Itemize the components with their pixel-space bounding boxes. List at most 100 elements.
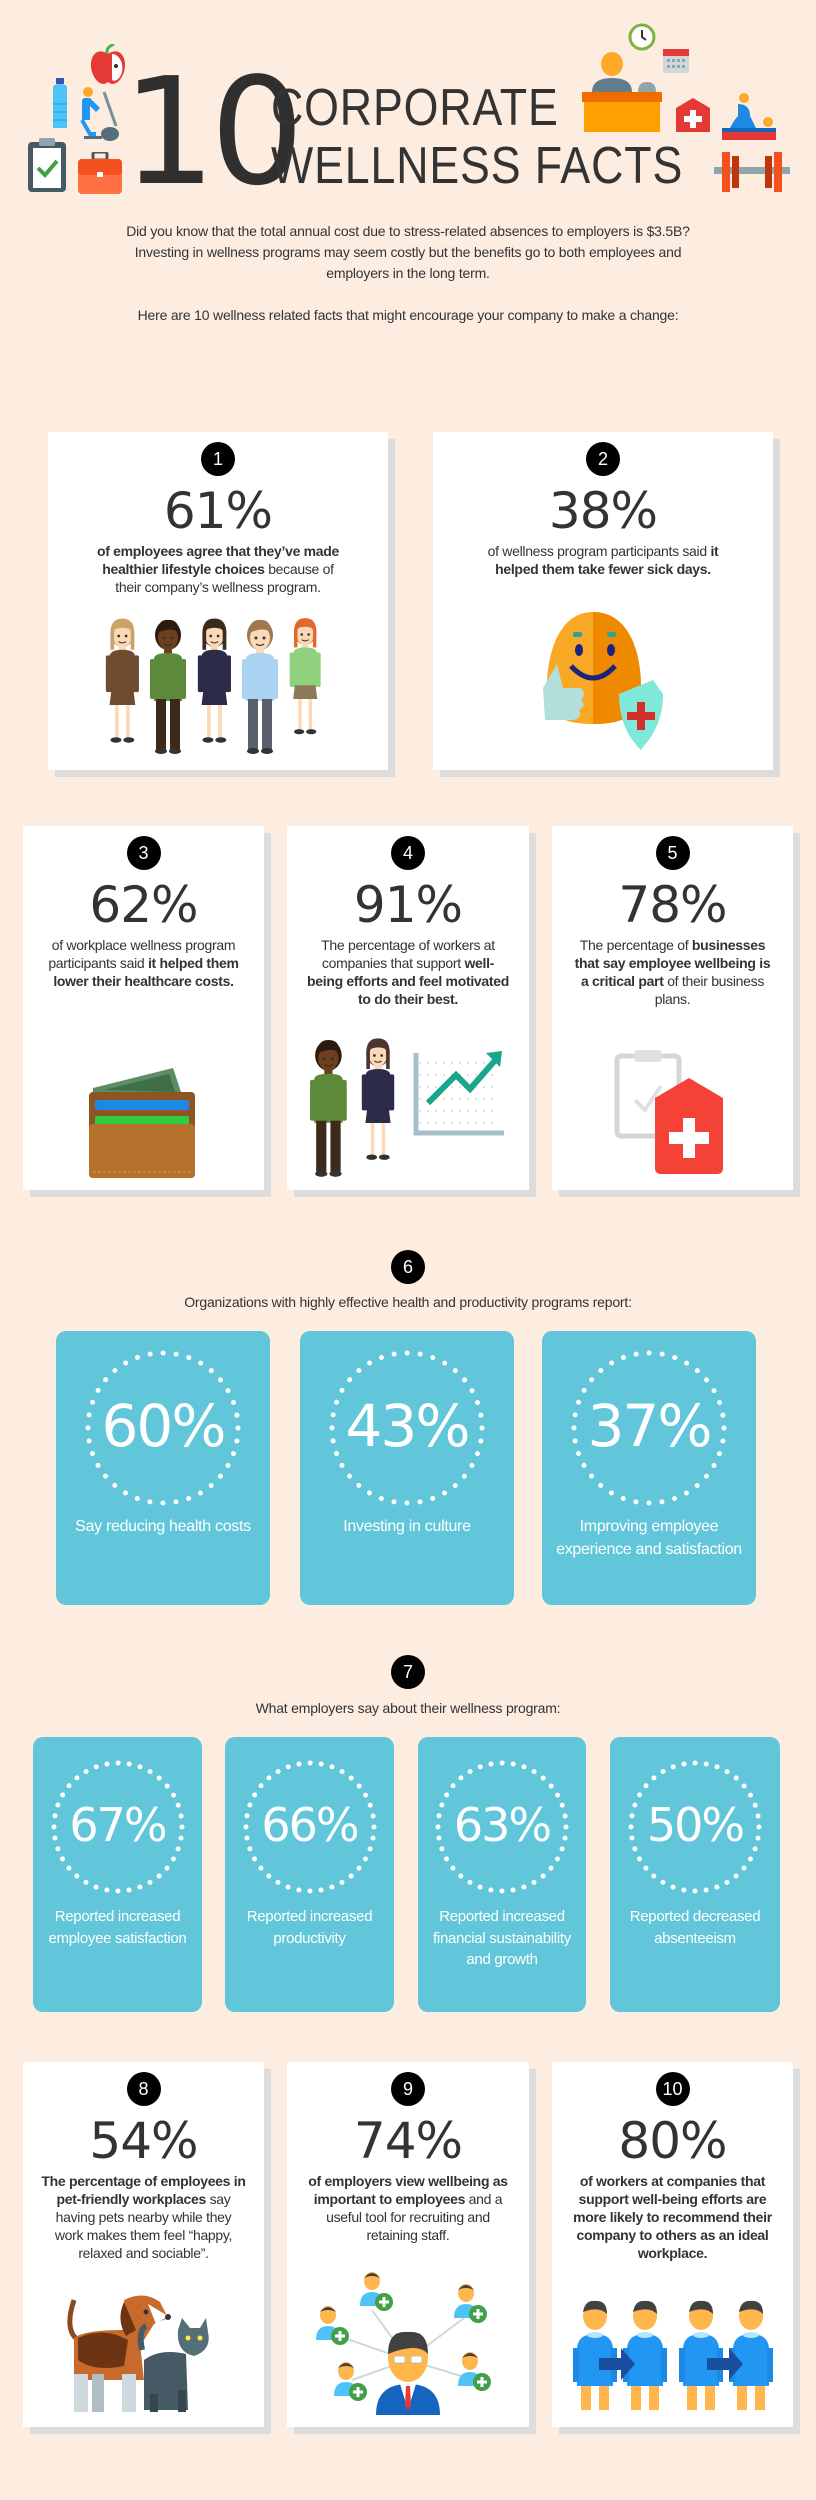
fact-text-segment: well-being efforts and feel motivated to… <box>307 955 509 1007</box>
fact-value: 74% <box>353 2112 463 2170</box>
fact-text-segment: businesses that say employee wellbeing i… <box>574 937 771 989</box>
fact-description: The percentage of workers at companies t… <box>305 936 511 1008</box>
fact-text-segment: of workers at companies that support wel… <box>573 2173 772 2261</box>
reception-desk-icon <box>582 52 662 132</box>
fact-text-segment: of wellness program participants said <box>487 543 711 559</box>
stat-card: 50% Reported decreased absenteeism <box>610 1737 780 2012</box>
recruiting-network-illustration <box>287 2270 529 2415</box>
fact-card-1: 1 61% of employees agree that they’ve ma… <box>48 432 388 770</box>
number-badge: 5 <box>655 836 690 870</box>
stat-label: Reported decreased absenteeism <box>629 1908 761 1947</box>
dotted-circle <box>329 1350 485 1506</box>
stat-label: Improving employee experience and satisf… <box>556 1518 742 1558</box>
stat-value: 43% <box>345 1392 471 1461</box>
workers-growth-chart-illustration <box>287 1033 529 1178</box>
calendar-icon <box>663 49 689 73</box>
dotted-circle <box>51 1760 184 1894</box>
stat-value: 60% <box>101 1392 227 1461</box>
stat-label: Say reducing health costs <box>75 1518 251 1535</box>
fact-text-segment: of their business plans. <box>654 973 765 1007</box>
fact-description: of employers view wellbeing as important… <box>305 2172 511 2244</box>
number-badge: 4 <box>391 836 425 870</box>
fact-card-5: 5 78% The percentage of businesses that … <box>552 826 793 1190</box>
section-7-intro: What employers say about their wellness … <box>255 1700 561 1716</box>
fact-text-segment: The percentage of workers at companies t… <box>321 937 495 971</box>
number-badge: 7 <box>391 1655 425 1689</box>
stat-card: 60% Say reducing health costs <box>56 1331 270 1605</box>
number-badge: 6 <box>391 1250 425 1284</box>
number-badge: 2 <box>586 442 620 476</box>
stat-value: 63% <box>453 1798 552 1853</box>
number-badge: 1 <box>201 442 235 476</box>
briefcase-icon <box>78 152 122 194</box>
fact-card-9: 9 74% of employers view wellbeing as imp… <box>287 2062 529 2427</box>
dotted-circle <box>435 1760 569 1894</box>
fact-card-3: 3 62% of workplace wellness program part… <box>23 826 264 1190</box>
fact-value: 38% <box>548 482 658 540</box>
stat-value: 50% <box>646 1798 745 1853</box>
number-badge: 10 <box>655 2072 690 2106</box>
fact-value: 61% <box>163 482 273 540</box>
hero-number: 10 <box>122 46 304 218</box>
stat-card: 43% Investing in culture <box>300 1331 514 1605</box>
massage-icon <box>722 93 776 140</box>
stat-label: Investing in culture <box>343 1518 471 1535</box>
wallet-illustration <box>23 1068 264 1178</box>
stat-value: 37% <box>587 1392 713 1461</box>
dumbbell-icon <box>714 152 790 192</box>
fact-text-segment: of employers view wellbeing as important… <box>308 2173 508 2207</box>
stat-label: Reported increased productivity <box>246 1908 373 1947</box>
dog-and-cat-illustration <box>23 2290 264 2415</box>
number-badge: 8 <box>126 2072 161 2106</box>
fact-text-segment: of employees agree that they’ve made hea… <box>96 543 340 577</box>
clipboard-first-aid-illustration <box>552 1048 793 1178</box>
exercise-bike-icon <box>80 87 119 141</box>
stat-card: 67% Reported increased employee satisfac… <box>33 1737 202 2012</box>
fact-value: 54% <box>89 2112 198 2170</box>
stat-card: 37% Improving employee experience and sa… <box>542 1331 756 1605</box>
intro-line-2: Investing in wellness programs may seem … <box>134 244 682 260</box>
fact-value: 78% <box>618 876 727 934</box>
fact-description: The percentage of businesses that say em… <box>570 936 775 1008</box>
intro-line-1: Did you know that the total annual cost … <box>126 223 690 239</box>
fact-text-segment: The percentage of <box>579 937 692 953</box>
dotted-circle <box>243 1760 376 1894</box>
fact-text-segment: say having pets nearby while they work m… <box>54 2191 233 2261</box>
apple-icon <box>90 44 126 84</box>
dotted-circle <box>85 1350 241 1506</box>
healthy-thumbs-up-shield-illustration <box>433 608 773 758</box>
section-6-intro: Organizations with highly effective heal… <box>184 1294 632 1310</box>
fact-text-segment: The percentage of employees in pet-frien… <box>41 2173 246 2207</box>
stat-label: Reported increased employee satisfaction <box>48 1908 187 1947</box>
water-bottle-icon <box>53 78 67 128</box>
dotted-circle <box>628 1760 762 1894</box>
dotted-circle <box>571 1350 727 1506</box>
fact-description: of workplace wellness program participan… <box>41 936 246 990</box>
first-aid-kit-icon <box>676 98 710 132</box>
fact-text-segment: and a useful tool for recruiting and ret… <box>326 2191 503 2243</box>
number-badge: 3 <box>126 836 161 870</box>
stat-value: 66% <box>261 1798 359 1853</box>
intro-line-3: employers in the long term. <box>326 265 490 281</box>
intro-lead: Here are 10 wellness related facts that … <box>137 307 679 323</box>
stat-label: Reported increased financial sustainabil… <box>433 1908 571 1968</box>
fact-description: of wellness program participants said it… <box>473 542 733 578</box>
recommend-workers-illustration <box>552 2300 793 2415</box>
fact-text-segment: it helped them lower their healthcare co… <box>53 955 239 989</box>
fact-description: of employees agree that they’ve made hea… <box>88 542 348 596</box>
fact-card-8: 8 54% The percentage of employees in pet… <box>23 2062 264 2427</box>
fact-text-segment: of workplace wellness program participan… <box>48 937 236 971</box>
title-line-1: CORPORATE <box>271 79 559 137</box>
number-badge: 9 <box>391 2072 425 2106</box>
fact-text-segment: it helped them take fewer sick days. <box>495 543 719 577</box>
stat-card: 66% Reported increased productivity <box>225 1737 394 2012</box>
clock-icon <box>628 23 656 51</box>
fact-card-4: 4 91% The percentage of workers at compa… <box>287 826 529 1190</box>
stat-value: 67% <box>69 1798 167 1853</box>
fact-value: 62% <box>89 876 198 934</box>
stat-card: 63% Reported increased financial sustain… <box>418 1737 586 2012</box>
fact-card-2: 2 38% of wellness program participants s… <box>433 432 773 770</box>
fact-value: 80% <box>618 2112 727 2170</box>
fact-card-10: 10 80% of workers at companies that supp… <box>552 2062 793 2427</box>
fact-description: The percentage of employees in pet-frien… <box>41 2172 246 2262</box>
